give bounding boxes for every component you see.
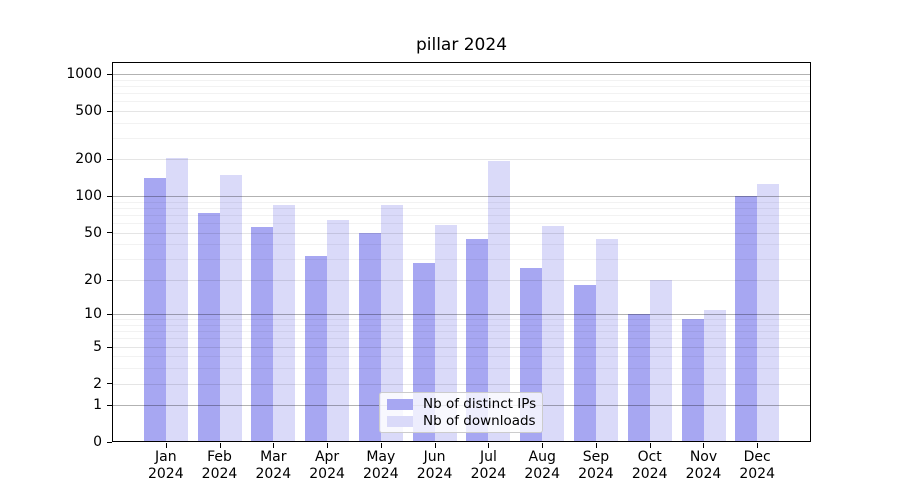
legend-entry-ips: Nb of distinct IPs	[387, 396, 537, 413]
bar-downloads-oct	[649, 279, 672, 442]
bar-downloads-jul	[488, 161, 511, 442]
bar-downloads-jan	[165, 158, 188, 442]
bar-ips-jan	[143, 178, 166, 442]
bar-downloads-nov	[703, 309, 726, 442]
bar-downloads-feb	[219, 175, 242, 442]
legend-label-downloads: Nb of downloads	[423, 413, 536, 429]
bar-ips-jul	[466, 239, 489, 442]
chart-title: pillar 2024	[415, 35, 508, 55]
legend-swatch-downloads	[387, 415, 413, 427]
bar-downloads-jun	[434, 224, 457, 442]
bar-downloads-sep	[595, 239, 618, 442]
bar-ips-mar	[251, 226, 274, 442]
bar-ips-apr	[305, 255, 328, 442]
bar-downloads-dec	[757, 183, 780, 442]
bar-ips-oct	[627, 314, 650, 442]
bar-downloads-may	[380, 204, 403, 442]
legend-swatch-ips	[387, 398, 413, 410]
bar-downloads-apr	[327, 219, 350, 442]
bar-ips-nov	[681, 319, 704, 442]
bar-downloads-mar	[273, 205, 296, 442]
bar-ips-sep	[573, 285, 596, 442]
bar-downloads-aug	[542, 225, 565, 442]
bar-ips-feb	[197, 212, 220, 442]
legend: Nb of distinct IPs Nb of downloads	[379, 392, 543, 433]
bar-ips-dec	[735, 196, 758, 442]
legend-label-ips: Nb of distinct IPs	[423, 396, 537, 412]
legend-entry-downloads: Nb of downloads	[387, 413, 536, 430]
bar-ips-may	[358, 232, 381, 442]
